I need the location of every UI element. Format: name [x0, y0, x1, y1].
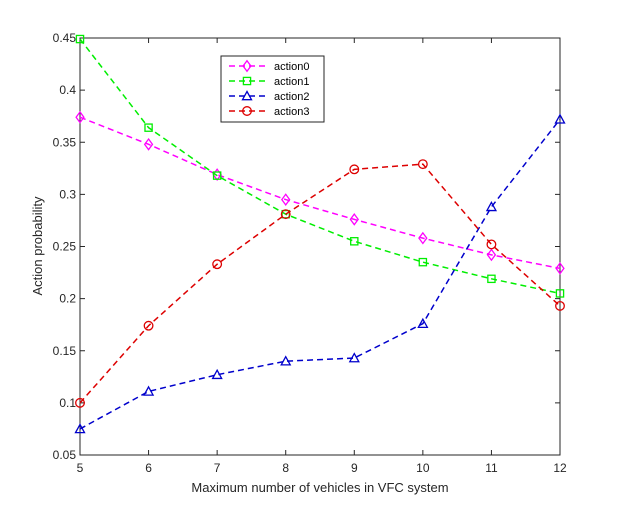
series-action1: [75, 34, 565, 298]
series-line: [79, 116, 561, 270]
x-tick-label: 5: [77, 461, 84, 475]
series-action3: [75, 159, 565, 408]
x-tick-label: 7: [214, 461, 221, 475]
x-tick-label: 10: [416, 461, 430, 475]
y-tick-label: 0.45: [53, 31, 77, 45]
y-tick-label: 0.1: [59, 396, 76, 410]
data-point: [555, 300, 565, 311]
legend-box: [220, 55, 325, 123]
series-action0: [75, 110, 565, 275]
legend-marker: [242, 106, 252, 116]
data-point: [75, 34, 85, 44]
data-point: [485, 201, 498, 212]
data-point: [418, 231, 428, 245]
data-point: [418, 257, 428, 267]
data-point: [350, 237, 359, 246]
y-tick-label: 0.3: [59, 187, 76, 201]
x-tick-label: 6: [145, 461, 152, 475]
data-point: [555, 289, 565, 298]
y-tick-label: 0.2: [59, 292, 76, 306]
data-point: [143, 320, 154, 331]
x-tick-label: 12: [553, 461, 567, 475]
data-point: [486, 239, 497, 250]
series-line: [79, 118, 561, 430]
legend-marker: [242, 76, 252, 86]
x-tick-label: 11: [485, 461, 498, 475]
y-tick-label: 0.25: [53, 240, 77, 254]
data-point: [212, 168, 222, 181]
data-point: [349, 212, 359, 226]
x-axis-label: Maximum number of vehicles in VFC system: [191, 480, 448, 495]
data-point: [554, 113, 566, 124]
legend-label: action2: [274, 91, 309, 103]
y-tick-label: 0.35: [53, 135, 77, 149]
x-tick-label: 8: [282, 461, 289, 475]
data-point: [486, 248, 497, 262]
legend-marker: [242, 59, 252, 73]
series-line: [79, 38, 561, 295]
data-point: [142, 385, 155, 396]
data-point: [280, 209, 291, 220]
data-point: [281, 193, 291, 206]
data-point: [212, 259, 223, 270]
data-point: [417, 317, 429, 328]
axis-ticks: 5 6 7 8 9 10 11 12 0.05 0.1 0.15 0.2 0.25 0.3 0.35 0.4 0…: [53, 31, 567, 475]
data-point: [211, 368, 223, 380]
data-point: [75, 110, 85, 124]
legend-label: action1: [274, 76, 309, 88]
series-line: [79, 163, 561, 404]
data-point: [144, 123, 153, 132]
data-point: [555, 261, 565, 275]
data-point: [280, 355, 292, 366]
series-layer: [74, 34, 566, 434]
data-point: [487, 274, 496, 284]
data-point: [417, 159, 428, 170]
data-point: [281, 209, 290, 219]
legend-label: action0: [274, 61, 309, 73]
data-point: [348, 352, 360, 363]
y-tick-label: 0.05: [53, 448, 77, 462]
data-point: [74, 423, 86, 434]
data-point: [212, 171, 222, 180]
y-tick-label: 0.4: [59, 83, 76, 97]
y-axis-label: Action probability: [30, 196, 45, 295]
legend: action0 action1 action2 action3: [220, 55, 325, 123]
data-point: [75, 397, 85, 408]
y-tick-label: 0.15: [53, 344, 77, 358]
data-point: [143, 137, 154, 151]
data-point: [349, 164, 360, 175]
series-action2: [74, 113, 566, 434]
legend-marker: [241, 90, 253, 101]
legend-label: action3: [274, 106, 309, 118]
x-tick-label: 9: [351, 461, 358, 475]
